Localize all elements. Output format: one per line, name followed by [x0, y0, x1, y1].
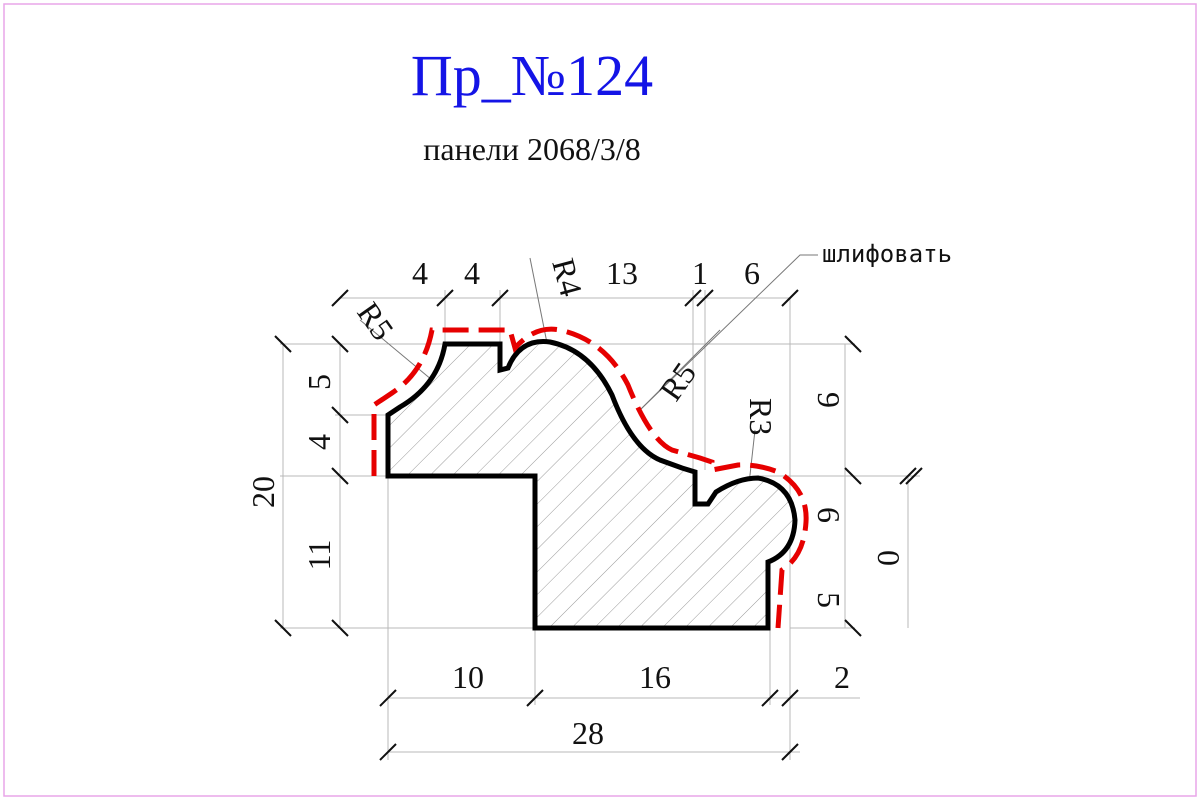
dim-bottom-16: 16: [639, 659, 671, 695]
dim-top-4a: 4: [412, 255, 428, 291]
page-frame: [3, 3, 1197, 797]
dim-left-20: 20: [245, 476, 281, 508]
radius-left-label: R5: [350, 295, 401, 346]
dim-right-5: 5: [811, 592, 847, 608]
extension-lines: [280, 290, 920, 760]
dim-right-0: 0: [871, 550, 907, 566]
dimension-ticks: [274, 289, 923, 761]
dim-top-6: 6: [744, 255, 760, 291]
drawing-title: Пр_№124: [411, 43, 653, 108]
dim-bottom-2: 2: [834, 659, 850, 695]
dim-top-1: 1: [692, 255, 708, 291]
radius-leaders: [359, 254, 818, 521]
dim-top-r4: R4: [545, 254, 589, 299]
drawing-subtitle: панели 2068/3/8: [423, 131, 641, 167]
dim-left-5: 5: [301, 374, 337, 390]
dim-top-4b: 4: [464, 255, 480, 291]
radius-mid-label: R5: [652, 356, 703, 407]
dim-right-9: 9: [811, 392, 847, 408]
sanding-line: [371, 326, 809, 629]
dim-bottom-10: 10: [452, 659, 484, 695]
dim-left-4: 4: [301, 434, 337, 450]
dim-top-13: 13: [606, 255, 638, 291]
radius-right-label: R3: [743, 398, 779, 435]
dim-bottom-28: 28: [572, 715, 604, 751]
profile-section: [385, 339, 798, 631]
sanding-note: шлифовать: [822, 240, 952, 268]
dim-right-6: 6: [811, 507, 847, 523]
dim-left-11: 11: [301, 540, 337, 571]
